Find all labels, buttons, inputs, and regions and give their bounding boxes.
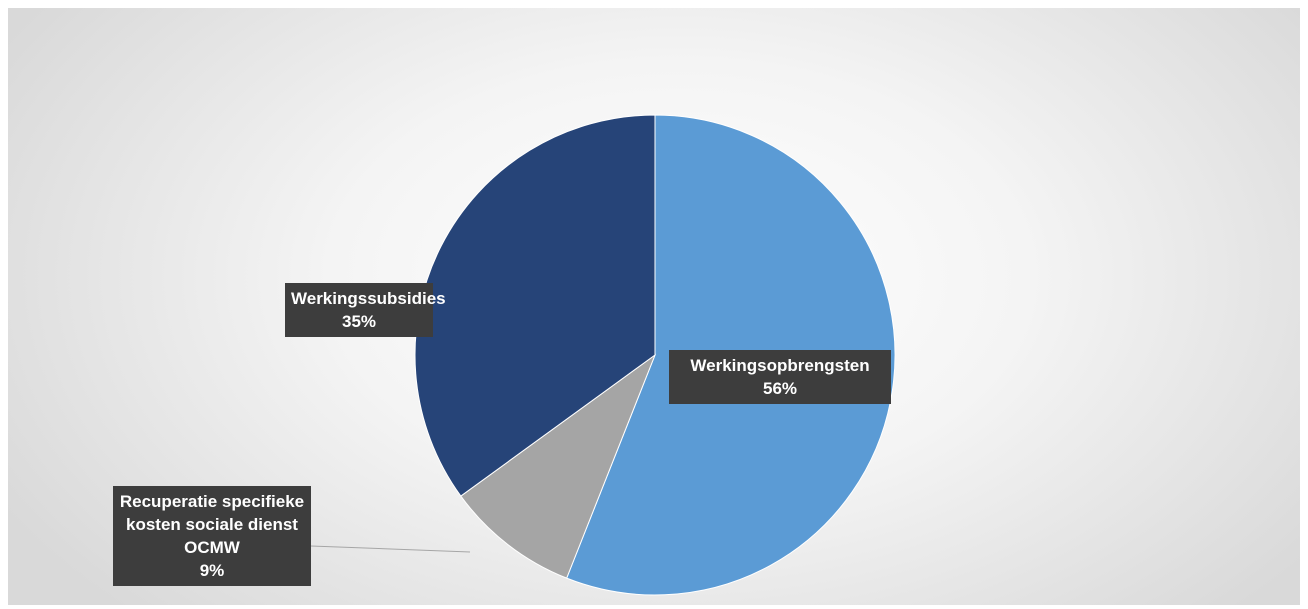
pie-slice — [414, 114, 656, 497]
data-label: Werkingsopbrengsten 56% — [669, 350, 891, 404]
label-value: 35% — [341, 312, 377, 331]
label-name: Recuperatie specifieke kosten sociale di… — [119, 492, 305, 557]
label-value: 56% — [762, 379, 798, 398]
pie-slice — [460, 353, 657, 579]
label-name: Werkingsopbrengsten — [690, 356, 870, 375]
label-value: 9% — [199, 561, 225, 580]
label-name: Werkingssubsidies — [291, 289, 446, 308]
data-label: Recuperatie specifieke kosten sociale di… — [113, 486, 311, 586]
data-label: Werkingssubsidies 35% — [285, 283, 446, 337]
leader-line — [310, 545, 471, 553]
